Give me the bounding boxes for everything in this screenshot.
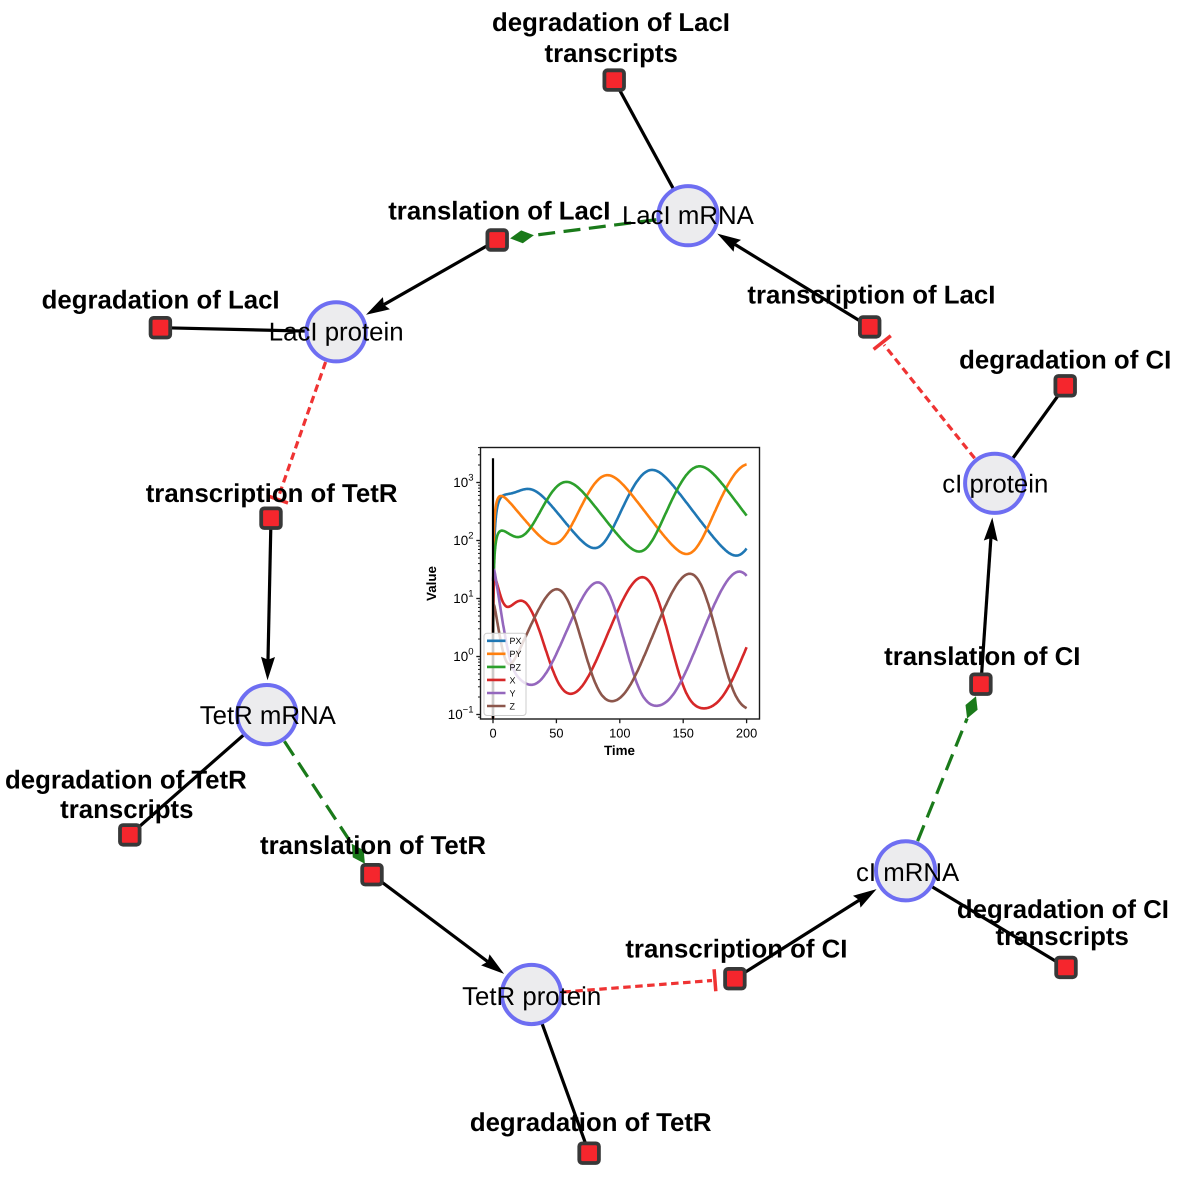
svg-text:PZ: PZ — [510, 662, 522, 672]
svg-text:LacI protein: LacI protein — [269, 319, 404, 347]
svg-text:TetR mRNA: TetR mRNA — [200, 702, 337, 730]
svg-text:Y: Y — [510, 688, 516, 698]
svg-text:X: X — [510, 675, 516, 685]
svg-text:50: 50 — [549, 726, 563, 741]
svg-text:transcripts: transcripts — [60, 796, 193, 824]
svg-text:cI protein: cI protein — [942, 471, 1048, 499]
svg-text:degradation of TetR: degradation of TetR — [470, 1109, 712, 1137]
svg-text:transcription of LacI: transcription of LacI — [747, 281, 995, 309]
svg-text:LacI mRNA: LacI mRNA — [622, 202, 755, 230]
svg-text:TetR protein: TetR protein — [462, 983, 601, 1011]
svg-text:transcripts: transcripts — [545, 40, 678, 68]
svg-text:Value: Value — [424, 566, 439, 601]
svg-text:cI mRNA: cI mRNA — [856, 859, 960, 887]
svg-text:Z: Z — [510, 701, 516, 711]
svg-text:10−1: 10−1 — [448, 705, 474, 722]
svg-text:translation of TetR: translation of TetR — [260, 832, 486, 860]
svg-text:Time: Time — [604, 743, 635, 758]
svg-text:100: 100 — [453, 647, 473, 664]
svg-text:PX: PX — [510, 636, 522, 646]
svg-text:translation of LacI: translation of LacI — [388, 198, 610, 226]
svg-text:degradation of CI: degradation of CI — [957, 896, 1169, 924]
svg-text:0: 0 — [489, 726, 496, 741]
svg-text:transcription of CI: transcription of CI — [625, 936, 847, 964]
svg-text:101: 101 — [453, 589, 473, 606]
svg-text:102: 102 — [453, 531, 473, 548]
svg-text:transcription of TetR: transcription of TetR — [146, 480, 398, 508]
svg-text:translation of CI: translation of CI — [884, 643, 1080, 671]
svg-text:PY: PY — [510, 649, 522, 659]
svg-text:degradation of CI: degradation of CI — [959, 346, 1171, 374]
svg-text:degradation of TetR: degradation of TetR — [5, 766, 247, 794]
svg-text:transcripts: transcripts — [996, 923, 1129, 951]
svg-text:degradation of LacI: degradation of LacI — [492, 9, 730, 37]
svg-text:100: 100 — [609, 726, 630, 741]
svg-text:150: 150 — [673, 726, 694, 741]
svg-text:103: 103 — [453, 473, 473, 490]
svg-text:degradation of LacI: degradation of LacI — [42, 286, 280, 314]
svg-text:200: 200 — [736, 726, 757, 741]
